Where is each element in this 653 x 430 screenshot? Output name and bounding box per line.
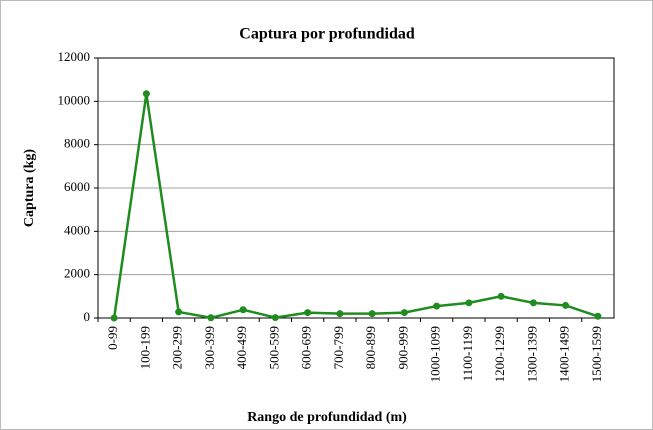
marker [594, 312, 602, 320]
x-tick-label: 400-499 [234, 326, 249, 369]
marker [562, 301, 570, 309]
marker [368, 310, 376, 318]
marker [239, 306, 247, 314]
x-tick-label: 900-999 [395, 326, 410, 369]
x-tick-label: 800-899 [363, 326, 378, 369]
y-tick-label: 12000 [58, 49, 91, 64]
x-tick-label: 200-299 [170, 326, 185, 369]
marker [110, 314, 118, 322]
x-tick-label: 500-599 [266, 326, 281, 369]
x-tick-label: 1500-1599 [589, 326, 604, 382]
chart-title: Captura por profundidad [239, 26, 415, 43]
x-tick-label: 1200-1299 [492, 326, 507, 382]
x-tick-label: 1000-1099 [428, 326, 443, 382]
y-tick-label: 8000 [64, 136, 90, 151]
line [112, 93, 599, 320]
y-tick-label: 4000 [64, 222, 90, 237]
x-axis-label: Rango de profundidad (m) [247, 410, 407, 425]
marker [336, 310, 344, 318]
marker [175, 308, 183, 316]
marker [271, 314, 279, 322]
marker [400, 309, 408, 317]
marker [497, 292, 505, 300]
y-tick-label: 6000 [64, 179, 90, 194]
x-tick-label: 1100-1199 [460, 326, 475, 381]
x-tick-label: 300-399 [202, 326, 217, 369]
y-tick-label: 0 [84, 309, 91, 324]
y-tick-label: 2000 [64, 266, 90, 281]
x-tick-label: 600-699 [299, 326, 314, 369]
marker [142, 90, 150, 98]
y-axis-label: Captura (kg) [22, 149, 37, 228]
marker [304, 309, 312, 317]
marker [207, 314, 215, 322]
x-tick-label: 1300-1399 [524, 326, 539, 382]
x-tick-label: 100-199 [137, 326, 152, 369]
marker [465, 299, 473, 307]
marker [529, 299, 537, 307]
x-tick-label: 0-99 [105, 326, 120, 350]
x-tick-label: 1400-1499 [557, 326, 572, 382]
y-tick-label: 10000 [58, 92, 91, 107]
x-tick-label: 700-799 [331, 326, 346, 369]
marker [433, 302, 441, 310]
